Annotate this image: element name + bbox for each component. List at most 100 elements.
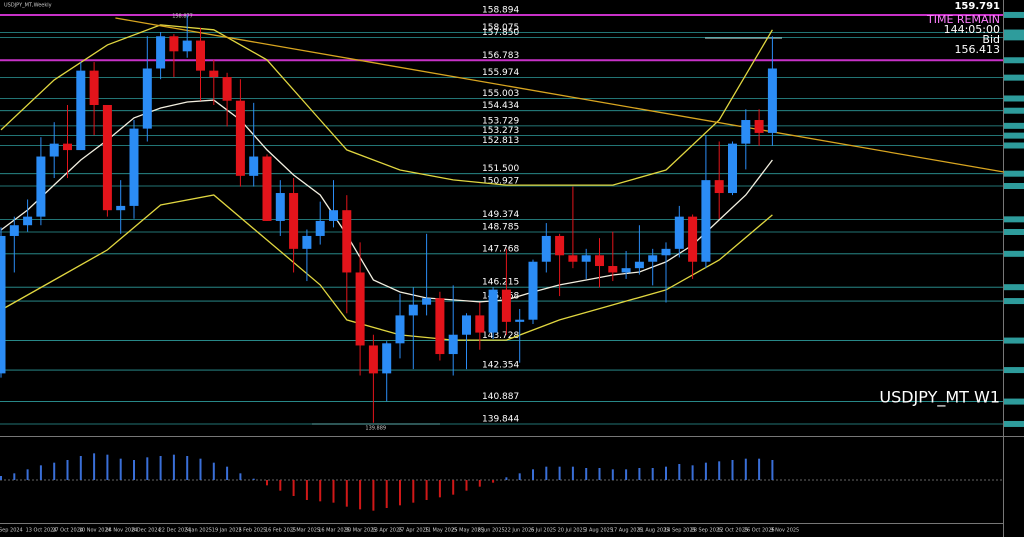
histogram-bar [345, 480, 348, 507]
candle-body [767, 68, 777, 133]
level-label: 148.785 [482, 222, 519, 232]
histogram-bar [159, 456, 162, 480]
histogram-bar [704, 462, 707, 480]
x-tick-label: 17 Aug 2025 [611, 528, 643, 534]
candle-body [688, 216, 698, 262]
axis-level-box [1004, 74, 1024, 81]
candle-body [289, 193, 299, 249]
x-tick-label: 13 Apr 2025 [371, 528, 402, 534]
candle-body [368, 345, 378, 374]
candle-body [408, 304, 418, 316]
candle-body [36, 156, 46, 217]
candle-body [754, 120, 764, 133]
level-label: 140.887 [482, 392, 519, 402]
x-tick-label: 16 Mar 2025 [318, 528, 350, 534]
level-label: 158.894 [482, 5, 519, 15]
level-label: 151.500 [482, 164, 519, 174]
candle-body [741, 120, 751, 144]
candle-body [262, 156, 272, 221]
candle-body [621, 268, 631, 273]
candle-body [0, 235, 6, 374]
histogram-bar [625, 469, 628, 480]
x-tick-label: 5 Jan 2025 [185, 528, 212, 534]
histogram-bar [39, 465, 42, 480]
candle-body [116, 205, 126, 211]
axis-level-box [1004, 367, 1024, 374]
candle-body [182, 40, 192, 52]
candle-body [595, 255, 604, 267]
candle-body [555, 235, 565, 256]
x-tick-label: 13 Oct 2024 [26, 528, 57, 534]
x-tick-label: 25 May 2025 [451, 528, 484, 534]
histogram-bar [266, 480, 268, 486]
x-tick-label: 16 Feb 2025 [265, 528, 296, 534]
candle-body [23, 216, 33, 226]
x-tick-label: 9 Nov 2025 [770, 528, 799, 534]
histogram-bar [212, 462, 215, 480]
axis-level-box [1004, 183, 1024, 190]
candle-body [49, 143, 59, 157]
candle-body [541, 235, 551, 262]
candle-body [342, 210, 352, 273]
candle-body [395, 315, 405, 344]
level-label: 153.273 [482, 126, 519, 136]
level-label: 157.850 [482, 28, 519, 38]
histogram-bar [119, 458, 122, 480]
level-label: 155.974 [482, 68, 519, 78]
level-label: 153.729 [482, 116, 519, 126]
histogram-bar [93, 453, 96, 480]
low-label: 139.889 [365, 426, 386, 432]
histogram-bar [585, 468, 588, 480]
histogram-bar [718, 461, 721, 480]
histogram-bar [359, 480, 362, 510]
level-label: 154.434 [482, 101, 519, 111]
time-remain: 144:05:00 [944, 23, 1000, 36]
candle-body [302, 235, 312, 249]
axis-level-box [1004, 170, 1024, 177]
candle-body [568, 255, 578, 262]
histogram-bar [385, 480, 388, 508]
candle-body [355, 272, 365, 346]
x-tick-label: 20 Jul 2025 [558, 528, 586, 534]
candle-body [422, 298, 432, 305]
candle-body [462, 315, 471, 335]
candle-body [89, 70, 99, 105]
candle-body [528, 261, 538, 320]
histogram-bar [638, 468, 641, 480]
candle-body [102, 104, 112, 211]
level-label: 142.354 [482, 361, 519, 371]
x-tick-label: 24 Nov 2024 [105, 528, 137, 534]
axis-level-box [1004, 34, 1024, 41]
x-tick-label: 10 Nov 2024 [79, 528, 111, 534]
level-label: 152.813 [482, 136, 519, 146]
candle-body [329, 210, 338, 221]
histogram-bar [478, 480, 481, 487]
axis-level-box [1004, 250, 1024, 257]
histogram-bar [571, 466, 574, 480]
candle-body [76, 70, 86, 151]
axis-level-box [1004, 29, 1024, 36]
level-label: 146.215 [482, 278, 519, 288]
x-tick-label: 19 Jan 2025 [212, 528, 242, 534]
histogram-bar [651, 468, 654, 480]
candle-body [63, 143, 72, 151]
histogram-bar [744, 458, 747, 480]
histogram-bar [532, 469, 534, 480]
histogram-bar [305, 480, 308, 500]
axis-level-box [1004, 142, 1024, 149]
overlay-line [0, 24, 773, 186]
level-label: 150.927 [482, 177, 519, 187]
histogram-bar [292, 480, 295, 496]
histogram-bar [425, 480, 428, 500]
histogram-bar [106, 454, 109, 480]
x-tick-label: 31 Aug 2025 [637, 528, 669, 534]
histogram-bar [691, 465, 694, 480]
histogram-bar [558, 466, 561, 480]
x-tick-label: 12 Oct 2025 [717, 528, 748, 534]
axis-level-box [1004, 107, 1024, 114]
histogram-bar [438, 480, 441, 498]
axis-level-box [1004, 337, 1024, 344]
axis-level-box [1004, 228, 1024, 235]
histogram-bar [199, 458, 202, 480]
level-label: 149.374 [482, 210, 519, 220]
